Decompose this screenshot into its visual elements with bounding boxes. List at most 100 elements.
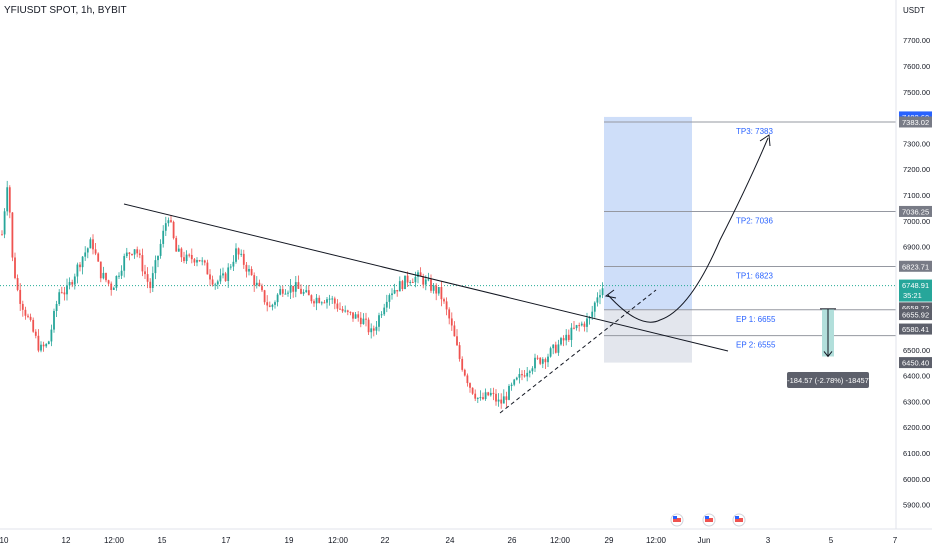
- measure-tool: -184.57 (-2.78%) -18457: [787, 308, 869, 388]
- candle-body: [102, 272, 105, 279]
- candle-body: [427, 279, 430, 281]
- candle-body: [362, 318, 365, 325]
- ascending-support-line: [499, 289, 657, 414]
- candle-body: [1, 234, 3, 236]
- us-flag-stripes: [705, 518, 713, 522]
- y-tick-label: 7100.00: [903, 191, 930, 200]
- candle-body: [479, 397, 482, 399]
- candle-body: [190, 254, 193, 260]
- y-tick-label: 7700.00: [903, 36, 930, 45]
- candle-body: [372, 328, 375, 331]
- candle-body: [222, 273, 224, 276]
- candle-body: [50, 329, 53, 342]
- candle-body: [456, 336, 458, 346]
- candle-body: [437, 287, 440, 294]
- candle-body: [16, 278, 19, 290]
- candle-body: [115, 275, 118, 288]
- candle-body: [76, 264, 79, 277]
- candle-body: [170, 220, 172, 222]
- candle-body: [359, 317, 362, 325]
- candle-body: [570, 327, 573, 340]
- candle-body: [42, 344, 45, 347]
- candle-body: [539, 357, 542, 364]
- candle-body: [383, 307, 386, 315]
- candle-body: [211, 279, 214, 285]
- target-zone: [604, 116, 692, 310]
- candle-body: [242, 253, 245, 265]
- candle-body: [560, 338, 562, 345]
- candle-body: [510, 384, 513, 386]
- candle-body: [180, 248, 183, 258]
- candle-body: [474, 393, 477, 399]
- y-tick-label: 7600.00: [903, 62, 930, 71]
- x-tick-label: 26: [508, 536, 517, 545]
- candle-body: [484, 392, 487, 400]
- candle-body: [24, 309, 27, 316]
- candle-body: [263, 290, 266, 303]
- y-tick-label: 6300.00: [903, 397, 930, 406]
- candle-body: [86, 248, 89, 253]
- candle-body: [466, 375, 469, 384]
- x-tick-label: 7: [893, 536, 898, 545]
- candle-body: [73, 276, 76, 285]
- candle-body: [133, 249, 136, 255]
- price-tag: [899, 116, 932, 128]
- y-tick-label: 6900.00: [903, 243, 930, 252]
- candle-body: [6, 187, 9, 212]
- y-tick-label: 7000.00: [903, 217, 930, 226]
- candle-body: [250, 268, 253, 276]
- level-label-3: EP 1: 6655: [736, 315, 776, 324]
- candle-body: [476, 397, 479, 399]
- candle-body: [240, 253, 243, 255]
- candle-body: [188, 254, 191, 256]
- candle-body: [352, 312, 354, 319]
- candle-body: [66, 285, 68, 295]
- us-flag-canton: [673, 516, 677, 519]
- candle-body: [417, 272, 419, 277]
- projection-arrow-path: [607, 137, 769, 323]
- candle-body: [411, 281, 414, 283]
- candle-body: [164, 223, 167, 231]
- candle-body: [185, 254, 188, 262]
- candle-body: [575, 325, 578, 329]
- candle-body: [162, 230, 165, 244]
- candle-body: [445, 301, 448, 310]
- x-tick-label: 12:00: [104, 536, 125, 545]
- candle-body: [11, 212, 14, 258]
- candle-body: [526, 372, 529, 377]
- stop-zone: [604, 309, 692, 363]
- x-tick-label: 15: [158, 536, 167, 545]
- candle-body: [547, 356, 549, 363]
- candle-body: [201, 260, 204, 262]
- candle-body: [300, 288, 302, 294]
- y-tick-label: 6500.00: [903, 346, 930, 355]
- candle-body: [549, 348, 552, 357]
- x-axis: 10 12 12:00 15 17 19 12:00 22 24 26 12:00 29 12:00 Ju…: [0, 528, 932, 545]
- candle-body: [580, 323, 583, 326]
- candle-body: [346, 310, 349, 312]
- candle-body: [448, 309, 451, 319]
- candle-body: [138, 253, 141, 256]
- candle-body: [593, 302, 596, 312]
- descending-trendline: [123, 203, 729, 352]
- candle-body: [354, 314, 357, 319]
- candle-body: [123, 256, 126, 271]
- candle-body: [34, 331, 37, 336]
- candle-body: [536, 357, 539, 359]
- candle-body: [110, 283, 113, 290]
- candle-body: [562, 338, 565, 341]
- candle-body: [105, 272, 107, 281]
- price-tag-label: 6580.41: [902, 325, 929, 334]
- us-flag-canton: [705, 516, 709, 519]
- y-tick-label: 6100.00: [903, 449, 930, 458]
- candle-body: [120, 270, 123, 276]
- y-tick-label: 6200.00: [903, 423, 930, 432]
- candle-body: [172, 221, 175, 239]
- candle-body: [307, 290, 310, 296]
- candle-body: [32, 319, 35, 332]
- y-tick-label: 6400.00: [903, 372, 930, 381]
- candle-body: [573, 327, 575, 329]
- trend-drawings: [123, 134, 771, 414]
- candle-body: [450, 318, 453, 326]
